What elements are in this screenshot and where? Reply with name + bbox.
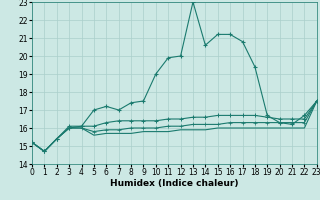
- X-axis label: Humidex (Indice chaleur): Humidex (Indice chaleur): [110, 179, 239, 188]
